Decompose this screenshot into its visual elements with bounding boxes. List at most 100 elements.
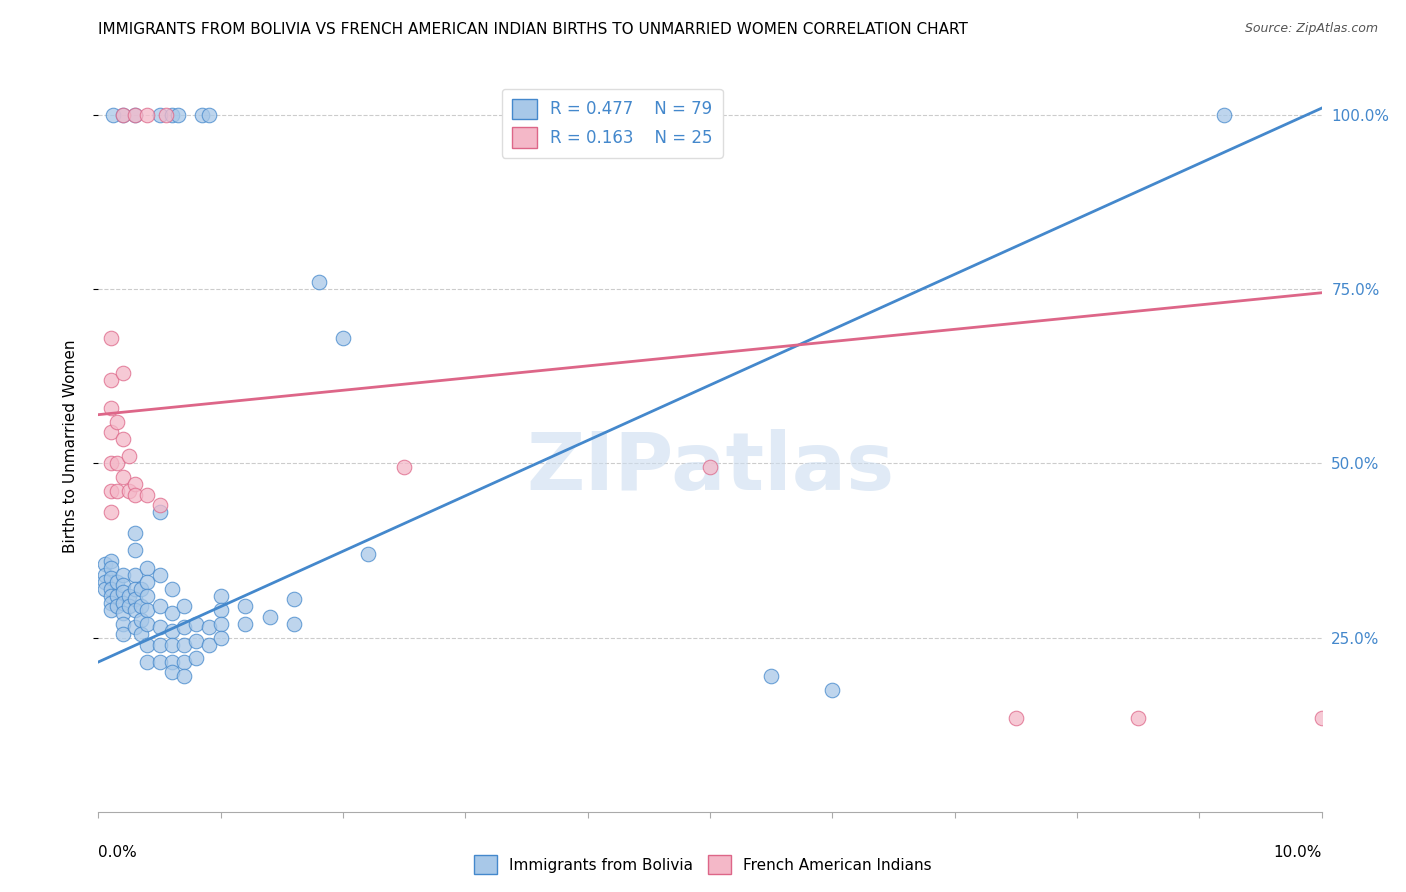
Point: [111, 578, 134, 592]
Point: [100, 571, 122, 585]
Text: IMMIGRANTS FROM BOLIVIA VS FRENCH AMERICAN INDIAN BIRTHS TO UNMARRIED WOMEN CORR: IMMIGRANTS FROM BOLIVIA VS FRENCH AMERIC…: [98, 22, 969, 37]
Point: [160, 655, 183, 669]
Point: [111, 366, 134, 380]
Point: [93, 574, 115, 589]
Point: [149, 567, 172, 582]
Point: [186, 634, 208, 648]
Point: [111, 108, 134, 122]
Point: [124, 108, 146, 122]
Point: [186, 616, 208, 631]
Point: [111, 108, 134, 122]
Point: [124, 526, 146, 541]
Point: [332, 331, 354, 345]
Point: [100, 603, 122, 617]
Point: [173, 669, 195, 683]
Point: [124, 488, 146, 502]
Point: [111, 470, 134, 484]
Point: [136, 574, 159, 589]
Text: 10.0%: 10.0%: [1274, 845, 1322, 860]
Point: [129, 599, 152, 614]
Point: [100, 596, 122, 610]
Point: [209, 603, 232, 617]
Point: [209, 631, 232, 645]
Point: [173, 638, 195, 652]
Point: [209, 589, 232, 603]
Point: [129, 582, 152, 596]
Point: [136, 108, 159, 122]
Point: [160, 665, 183, 680]
Point: [197, 108, 219, 122]
Point: [136, 603, 159, 617]
Point: [101, 108, 124, 122]
Point: [124, 543, 146, 558]
Point: [173, 620, 195, 634]
Point: [160, 582, 183, 596]
Legend: Immigrants from Bolivia, French American Indians: Immigrants from Bolivia, French American…: [468, 849, 938, 880]
Point: [100, 582, 122, 596]
Point: [173, 655, 195, 669]
Text: Source: ZipAtlas.com: Source: ZipAtlas.com: [1244, 22, 1378, 36]
Point: [93, 567, 115, 582]
Point: [136, 561, 159, 575]
Point: [1128, 711, 1150, 725]
Point: [392, 459, 416, 474]
Point: [160, 624, 183, 638]
Point: [136, 638, 159, 652]
Point: [259, 609, 281, 624]
Point: [1004, 711, 1026, 725]
Point: [111, 567, 134, 582]
Point: [167, 108, 190, 122]
Point: [124, 603, 146, 617]
Y-axis label: Births to Unmarried Women: Births to Unmarried Women: [63, 339, 77, 553]
Point: [1212, 108, 1234, 122]
Point: [105, 599, 128, 614]
Point: [100, 554, 122, 568]
Point: [129, 627, 152, 641]
Point: [160, 108, 183, 122]
Point: [100, 484, 122, 499]
Point: [100, 561, 122, 575]
Point: [155, 108, 177, 122]
Point: [149, 505, 172, 519]
Point: [105, 574, 128, 589]
Point: [759, 669, 782, 683]
Point: [129, 613, 152, 627]
Point: [149, 498, 172, 512]
Point: [118, 589, 141, 603]
Point: [100, 331, 122, 345]
Point: [100, 373, 122, 387]
Point: [124, 582, 146, 596]
Point: [191, 108, 214, 122]
Point: [105, 589, 128, 603]
Point: [173, 599, 195, 614]
Point: [209, 616, 232, 631]
Point: [93, 558, 115, 572]
Point: [821, 682, 844, 697]
Point: [136, 616, 159, 631]
Point: [149, 638, 172, 652]
Point: [186, 651, 208, 665]
Point: [100, 505, 122, 519]
Point: [100, 589, 122, 603]
Point: [93, 582, 115, 596]
Point: [111, 616, 134, 631]
Point: [233, 599, 256, 614]
Point: [118, 599, 141, 614]
Point: [111, 596, 134, 610]
Point: [111, 585, 134, 599]
Point: [308, 275, 330, 289]
Point: [105, 415, 128, 429]
Point: [124, 567, 146, 582]
Point: [160, 606, 183, 620]
Point: [100, 425, 122, 439]
Point: [699, 459, 721, 474]
Point: [118, 450, 141, 464]
Point: [149, 599, 172, 614]
Point: [149, 108, 172, 122]
Point: [283, 592, 305, 607]
Point: [100, 457, 122, 471]
Point: [160, 638, 183, 652]
Point: [124, 620, 146, 634]
Point: [136, 655, 159, 669]
Point: [1310, 711, 1333, 725]
